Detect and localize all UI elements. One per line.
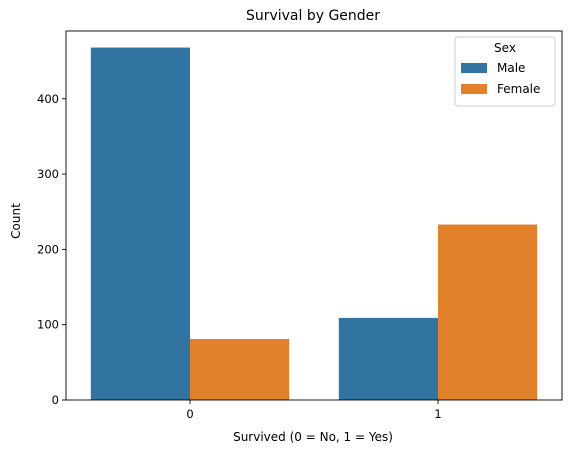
axes: 0 100 200 300 400 0 1 (37, 30, 563, 421)
y-tick-label-200: 200 (37, 242, 59, 256)
chart-title: Survival by Gender (246, 8, 380, 24)
y-tick-label-100: 100 (37, 318, 59, 332)
y-tick-label-0: 0 (52, 393, 59, 407)
plot-frame (65, 30, 563, 401)
legend-label-female: Female (497, 82, 540, 96)
x-tick-label-1: 1 (434, 407, 441, 421)
legend-label-male: Male (497, 61, 525, 75)
legend-swatch-male (461, 63, 487, 73)
bar-female-0 (190, 339, 290, 400)
legend-title: Sex (494, 41, 516, 55)
y-tick-label-400: 400 (37, 92, 59, 106)
x-axis-label: Survived (0 = No, 1 = Yes) (233, 430, 393, 444)
x-tick-label-0: 0 (186, 407, 193, 421)
y-tick-label-300: 300 (37, 167, 59, 181)
bar-female-1 (438, 224, 538, 400)
y-axis-label: Count (9, 203, 23, 239)
bar-male-1 (338, 317, 438, 400)
legend: Sex Male Female (454, 36, 556, 107)
legend-swatch-female (461, 84, 487, 94)
bars (90, 47, 538, 400)
bar-male-0 (90, 47, 190, 400)
